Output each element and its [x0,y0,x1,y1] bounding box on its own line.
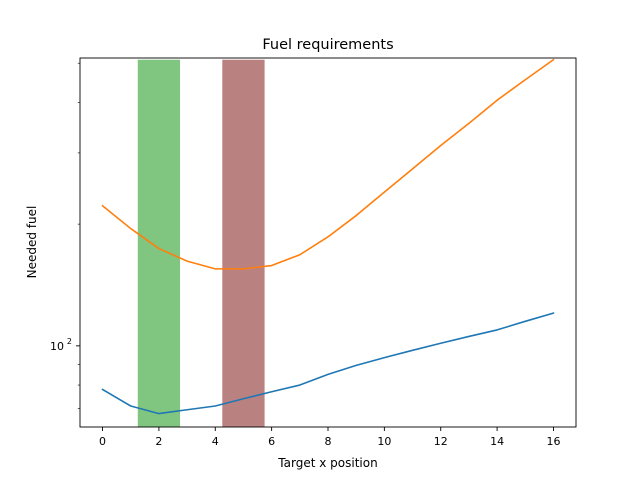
x-tick-label: 4 [212,435,219,448]
series-line-1 [101,312,555,415]
x-tick-label: 16 [546,435,560,448]
y-axis-label: Needed fuel [25,206,39,279]
highlight-band-1 [137,59,181,428]
highlight-bands [137,59,265,428]
y-tick-label-exponent: 2 [67,337,72,346]
x-tick-label: 10 [377,435,391,448]
x-tick-label: 14 [490,435,504,448]
x-tick-label: 8 [325,435,332,448]
series-lines [101,58,555,415]
x-tick-label: 12 [434,435,448,448]
chart-title: Fuel requirements [262,37,393,53]
x-tick-label: 2 [155,435,162,448]
x-tick-label: 6 [268,435,275,448]
series-line-2 [101,58,555,270]
x-axis-label: Target x position [277,456,377,470]
highlight-band-2 [222,59,265,428]
x-tick-label: 0 [99,435,106,448]
y-tick-label: 10 [50,340,64,353]
